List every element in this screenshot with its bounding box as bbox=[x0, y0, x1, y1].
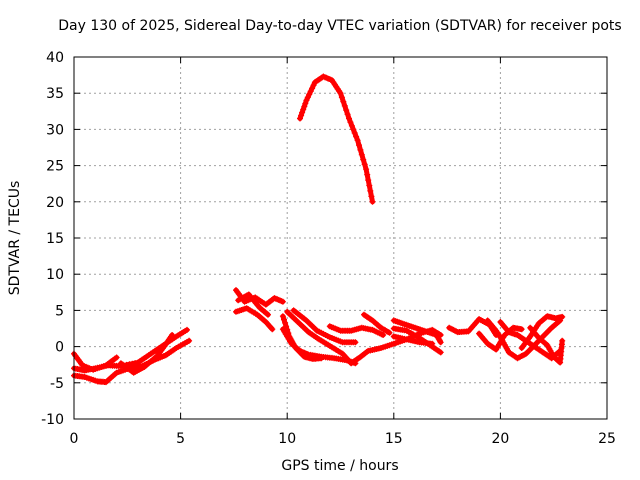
data-point bbox=[361, 161, 368, 168]
data-point bbox=[348, 122, 355, 129]
data-point bbox=[437, 338, 443, 344]
data-layer bbox=[71, 73, 566, 386]
series-s6 bbox=[233, 305, 276, 333]
data-point bbox=[353, 133, 360, 140]
data-point bbox=[284, 326, 291, 333]
data-point bbox=[340, 98, 347, 105]
data-point bbox=[285, 330, 292, 337]
x-tick-label: 15 bbox=[385, 431, 403, 447]
data-point bbox=[386, 329, 393, 336]
series-s14 bbox=[361, 311, 393, 336]
data-point bbox=[356, 142, 362, 149]
y-tick-label: -5 bbox=[50, 376, 64, 392]
data-point bbox=[364, 171, 371, 178]
series-s7 bbox=[235, 291, 271, 318]
y-tick-label: 30 bbox=[46, 122, 64, 138]
series-s17 bbox=[390, 325, 444, 356]
x-tick-label: 25 bbox=[598, 431, 616, 447]
y-tick-label: 0 bbox=[55, 340, 64, 356]
data-point bbox=[354, 137, 361, 144]
data-point bbox=[297, 115, 303, 122]
data-point bbox=[184, 326, 190, 333]
data-point bbox=[338, 94, 345, 101]
series-s4 bbox=[117, 332, 176, 376]
data-point bbox=[518, 326, 525, 333]
y-tick-label: 40 bbox=[46, 50, 64, 66]
y-tick-label: 35 bbox=[46, 86, 64, 102]
y-tick-label: 10 bbox=[46, 267, 64, 283]
data-point bbox=[366, 182, 373, 189]
data-point bbox=[269, 326, 276, 333]
data-point bbox=[282, 319, 289, 326]
data-point bbox=[186, 337, 193, 344]
data-point bbox=[559, 313, 566, 320]
data-point bbox=[542, 340, 549, 347]
data-point bbox=[268, 325, 275, 331]
y-tick-label: -10 bbox=[41, 412, 64, 428]
data-point bbox=[363, 166, 370, 173]
data-point bbox=[281, 316, 287, 323]
data-point bbox=[559, 337, 566, 344]
data-point bbox=[346, 115, 352, 122]
x-tick-label: 10 bbox=[278, 431, 296, 447]
data-point bbox=[347, 119, 354, 126]
data-point bbox=[367, 187, 374, 194]
data-point bbox=[352, 360, 359, 367]
data-point bbox=[360, 156, 367, 163]
data-point bbox=[351, 130, 358, 136]
x-axis-label: GPS time / hours bbox=[281, 458, 398, 474]
data-point bbox=[341, 102, 348, 109]
x-tick-label: 20 bbox=[491, 431, 509, 447]
data-point bbox=[310, 82, 317, 89]
data-point bbox=[279, 298, 286, 305]
data-point bbox=[437, 339, 444, 346]
data-point bbox=[352, 339, 359, 346]
x-tick-label: 0 bbox=[70, 431, 79, 447]
data-point bbox=[365, 177, 372, 184]
data-point bbox=[283, 323, 290, 330]
series-s10 bbox=[290, 307, 359, 346]
series-s8 bbox=[297, 73, 376, 205]
series-s13 bbox=[326, 323, 387, 338]
data-point bbox=[337, 90, 344, 97]
tick-layer: 0 5 10 15 20 25 -10 -5 0 5 10 15 20 25 30 35 40 bbox=[41, 50, 616, 447]
data-point bbox=[301, 103, 308, 110]
y-axis-label: SDTVAR / TECUs bbox=[7, 181, 23, 296]
data-point bbox=[380, 332, 387, 338]
data-point bbox=[299, 109, 306, 116]
data-point bbox=[113, 354, 120, 361]
data-point bbox=[369, 198, 376, 205]
data-point bbox=[300, 106, 307, 113]
chart-title: Day 130 of 2025, Sidereal Day-to-day VTE… bbox=[58, 18, 621, 34]
data-point bbox=[279, 313, 286, 320]
data-point bbox=[437, 332, 444, 338]
data-point bbox=[318, 355, 325, 362]
data-point bbox=[169, 332, 176, 338]
y-tick-label: 5 bbox=[55, 303, 64, 319]
series-s12 bbox=[279, 313, 325, 362]
data-point bbox=[343, 107, 350, 114]
data-point bbox=[302, 100, 309, 107]
data-point bbox=[350, 126, 357, 133]
x-tick-label: 5 bbox=[176, 431, 185, 447]
y-tick-label: 25 bbox=[46, 159, 64, 175]
y-tick-label: 20 bbox=[46, 195, 64, 211]
data-point bbox=[298, 112, 305, 119]
y-tick-label: 15 bbox=[46, 231, 64, 247]
data-point bbox=[437, 349, 444, 356]
grid-layer bbox=[74, 57, 607, 419]
series-s23 bbox=[527, 324, 566, 366]
data-point bbox=[265, 311, 271, 318]
data-point bbox=[358, 151, 365, 158]
data-point bbox=[344, 111, 351, 118]
data-point bbox=[368, 193, 375, 200]
data-point bbox=[357, 146, 364, 153]
